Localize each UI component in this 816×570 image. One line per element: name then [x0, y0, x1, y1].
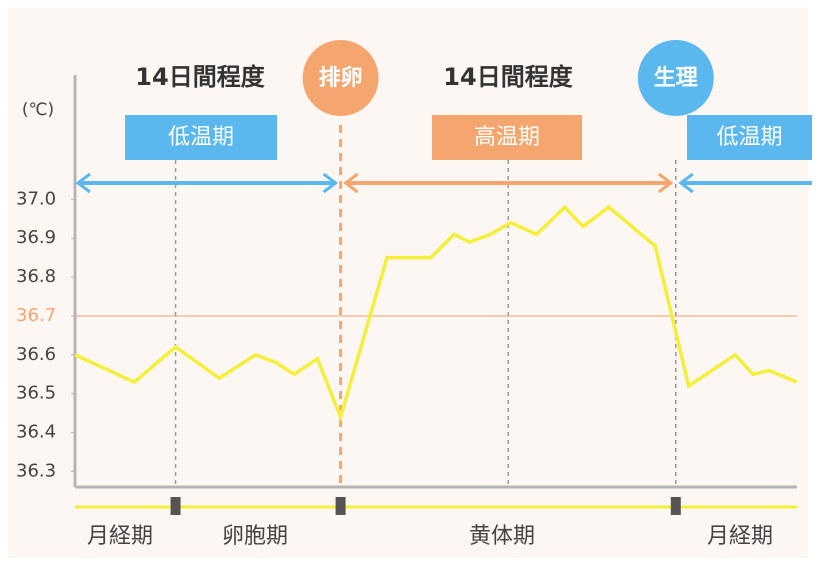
arrow-head: [657, 172, 674, 194]
y-tick-label: 36.5: [16, 383, 56, 404]
phase-box: [687, 115, 812, 160]
phase-box: [432, 115, 582, 160]
event-label: 排卵: [319, 66, 363, 91]
arrow-head: [343, 172, 359, 194]
y-tick-label: 36.4: [16, 422, 56, 443]
y-tick-label: 36.7: [16, 305, 56, 326]
temperature-line: [74, 204, 798, 423]
event-label: 生理: [654, 66, 698, 91]
phase-box-label: 高温期: [474, 125, 540, 150]
arrow-head: [678, 172, 694, 194]
event-circle: [637, 40, 714, 116]
duration-label: 14日間程度: [443, 63, 573, 91]
phase-label: 月経期: [707, 524, 773, 549]
y-tick-label: 36.3: [16, 460, 56, 481]
duration-label: 14日間程度: [135, 63, 265, 91]
arrow-head: [75, 172, 91, 194]
y-tick-label: 36.9: [16, 227, 56, 248]
y-tick-label: 37.0: [16, 188, 56, 209]
phase-box-label: 低温期: [716, 125, 782, 150]
phase-marker: [170, 497, 181, 515]
phase-label: 黄体期: [469, 524, 535, 549]
phase-box-label: 低温期: [168, 125, 234, 150]
y-tick-label: 36.8: [16, 266, 56, 287]
phase-label: 月経期: [87, 524, 153, 549]
phase-marker: [670, 497, 681, 515]
phase-marker: [335, 497, 346, 515]
event-circle: [302, 40, 379, 116]
phase-box: [125, 115, 277, 160]
phase-label: 卵胞期: [222, 524, 288, 549]
y-unit: (℃): [22, 100, 54, 120]
y-tick-label: 36.6: [16, 344, 56, 365]
arrow-head: [322, 172, 339, 194]
